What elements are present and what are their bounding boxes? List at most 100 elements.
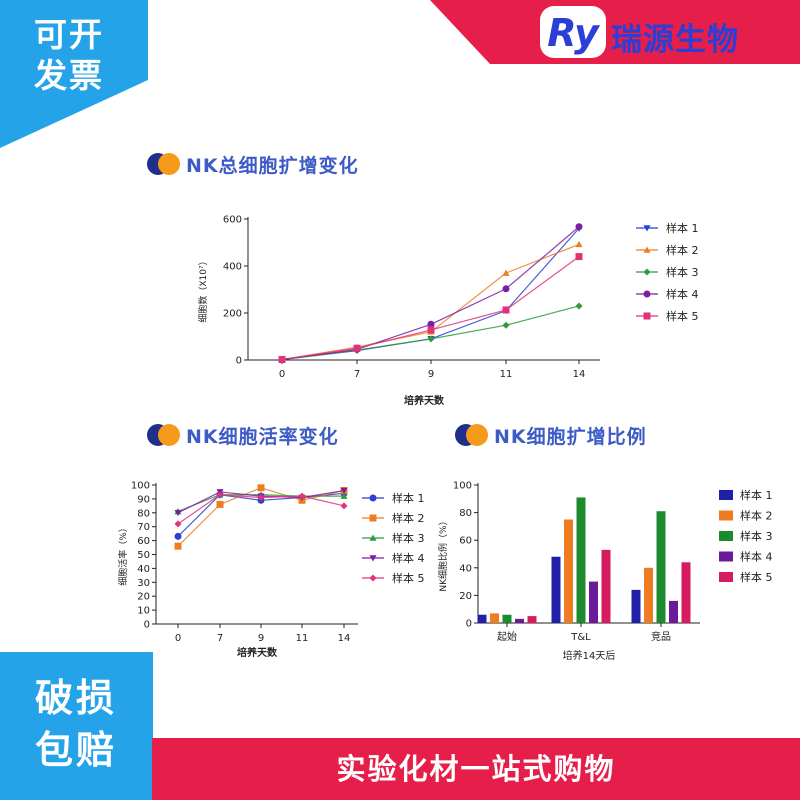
data-point-s4 (427, 320, 435, 328)
invoice-badge-line2: 发票 (34, 56, 104, 95)
brand-name: 瑞源生物 (611, 22, 739, 58)
invoice-badge-background (0, 0, 148, 148)
data-point-s3 (575, 302, 583, 310)
y-tick-label: 200 (223, 309, 242, 320)
bar-s2-1 (564, 519, 573, 623)
legend-label: 样本 4 (666, 287, 699, 301)
y-tick-label: 90 (137, 494, 150, 505)
section-title-text: NK总细胞扩增变化 (186, 155, 359, 177)
y-tick-label: 80 (137, 508, 150, 519)
legend-label: 样本 5 (392, 571, 425, 585)
legend-label: 样本 5 (740, 570, 773, 584)
bar-s3-2 (656, 511, 666, 623)
data-point-s2 (257, 484, 265, 492)
data-point-s4 (502, 285, 510, 293)
bar-s1-0 (477, 614, 487, 623)
brand-band (430, 0, 800, 64)
y-tick-label: 100 (453, 481, 472, 492)
x-tick-label: 竞品 (651, 630, 671, 643)
legend-swatch (719, 572, 733, 582)
data-point-s2 (216, 500, 224, 508)
y-tick-label: 30 (137, 578, 150, 589)
y-tick-label: 70 (137, 522, 150, 533)
legend-label: 样本 3 (740, 529, 773, 543)
legend-marker (369, 555, 377, 562)
y-tick-label: 20 (137, 592, 150, 603)
double-circle-icon (455, 424, 488, 446)
damage-guarantee-line1: 破损 (34, 676, 117, 720)
bar-s2-0 (490, 613, 499, 623)
data-point-s5 (278, 356, 286, 364)
legend-marker (369, 574, 377, 582)
legend-swatch (719, 490, 733, 500)
data-point-s3 (340, 492, 348, 499)
bar-s3-1 (576, 497, 586, 623)
x-axis-label: 培养天数 (404, 394, 445, 407)
brand-logo-icon: Ry (540, 6, 606, 58)
y-tick-label: 60 (459, 536, 472, 547)
legend-label: 样本 2 (392, 511, 425, 525)
legend-swatch (719, 551, 733, 562)
legend-label: 样本 2 (740, 509, 773, 523)
section-title-ratio: NK细胞扩增比例 (454, 421, 684, 449)
legend-swatch (719, 531, 733, 541)
data-point-s5 (216, 491, 224, 499)
y-tick-label: 80 (459, 508, 472, 519)
section-title-text: NK细胞扩增比例 (494, 426, 647, 448)
y-tick-label: 40 (137, 564, 150, 575)
bottom-banner-background (152, 738, 800, 800)
y-axis-label: 细胞活率（%） (117, 523, 129, 586)
data-point-s5 (502, 306, 510, 314)
double-circle-icon (147, 424, 180, 446)
data-point-s4 (575, 223, 583, 231)
data-point-s5 (353, 344, 361, 352)
data-point-s4 (340, 487, 348, 495)
damage-guarantee-badge: 破损 包赔 (6, 672, 146, 776)
legend-label: 样本 1 (666, 221, 699, 235)
section-title-viability: NK细胞活率变化 (146, 421, 376, 449)
x-tick-label: 11 (296, 633, 309, 644)
legend-swatch (719, 510, 733, 521)
invoice-badge: 可开 发票 (8, 14, 130, 96)
legend-label: 样本 1 (392, 491, 425, 505)
legend-marker (643, 268, 651, 276)
legend-label: 样本 3 (392, 531, 425, 545)
y-tick-label: 20 (459, 591, 472, 602)
legend-marker (369, 534, 377, 541)
data-point-s5 (298, 492, 306, 500)
legend-label: 样本 4 (392, 551, 425, 565)
y-tick-label: 40 (459, 563, 472, 574)
bar-s3-0 (502, 614, 512, 623)
invoice-badge-line1: 可开 (34, 15, 104, 54)
double-circle-icon (147, 153, 180, 175)
brand-logo-text: Ry (547, 11, 601, 55)
bar-s1-1 (551, 556, 561, 623)
legend-label: 样本 5 (666, 309, 699, 323)
bottom-banner-text: 实验化材一站式购物 (336, 752, 616, 786)
x-tick-label: T&L (570, 632, 591, 643)
data-point-s5 (427, 326, 435, 334)
damage-guarantee-line2: 包赔 (34, 728, 117, 772)
data-point-s5 (575, 253, 583, 261)
section-title-total-expansion: NK总细胞扩增变化 (146, 150, 406, 178)
y-tick-label: 0 (466, 619, 472, 630)
legend-marker (369, 514, 377, 522)
data-point-s2 (174, 542, 182, 550)
bar-s4-2 (669, 600, 678, 623)
x-axis-label: 培养天数 (237, 646, 278, 659)
bar-s5-0 (527, 616, 537, 623)
series-line-2 (281, 243, 580, 361)
legend-marker (369, 494, 377, 502)
y-tick-label: 100 (131, 481, 150, 492)
x-tick-label: 7 (354, 369, 360, 380)
x-tick-label: 11 (500, 369, 513, 380)
y-tick-label: 0 (144, 620, 150, 631)
x-tick-label: 0 (279, 369, 285, 380)
y-tick-label: 10 (137, 606, 150, 617)
y-tick-label: 0 (236, 356, 242, 367)
x-tick-label: 0 (175, 633, 181, 644)
data-point-s2 (502, 269, 510, 276)
bar-s5-2 (681, 562, 691, 623)
x-tick-label: 14 (338, 633, 351, 644)
